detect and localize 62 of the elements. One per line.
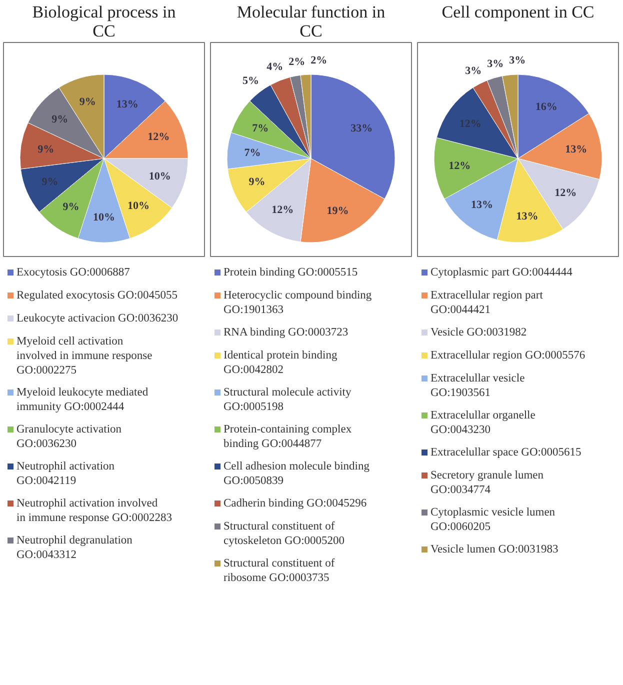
legend-label: Granulocyte activation GO:0036230	[16, 424, 122, 450]
data-label: 33%	[350, 122, 373, 135]
data-label: 3%	[487, 58, 504, 70]
data-label: 13%	[516, 210, 538, 223]
legend-label: Structural constituent of ribosome GO:0003735	[224, 558, 335, 584]
data-label: 3%	[465, 64, 482, 77]
data-label: 13%	[116, 98, 138, 111]
data-label: 7%	[252, 122, 269, 135]
legend-label: Extracelullar vesicle GO:1903561	[430, 372, 525, 399]
data-label: 19%	[326, 204, 349, 217]
legend-label: Vesicle GO:0031982	[430, 326, 527, 338]
legend-label: Cytoplasmic part GO:0044444	[430, 266, 573, 278]
data-label: 13%	[565, 143, 588, 156]
data-label: 9%	[62, 201, 80, 214]
data-label: 3%	[509, 54, 526, 67]
data-label: 4%	[266, 61, 284, 74]
data-label: 9%	[79, 96, 96, 108]
data-label: 2%	[310, 54, 328, 66]
legend-label: Structural molecule activity GO:0005198	[224, 386, 352, 413]
legend-label: Protein binding GO:0005515	[224, 266, 358, 278]
legend-label: Neutrophil activation involved in immune response GO:0002283	[16, 498, 172, 524]
legend-label: Protein-containing complex binding GO:0044877	[224, 424, 352, 450]
data-label: 9%	[42, 176, 58, 188]
data-label: 9%	[52, 114, 68, 126]
legend-label: Vesicle lumen GO:0031983	[430, 544, 559, 556]
data-label: 9%	[248, 176, 266, 188]
legend-label: Regulated exocytosis GO:0045055	[16, 290, 178, 302]
legend-label: Extracelullar space GO:0005615	[430, 446, 582, 458]
data-label: 7%	[244, 146, 261, 159]
legend-label: Cell adhesion molecule binding GO:0050839	[224, 460, 370, 487]
legend-label: Neutrophil activation GO:0042119	[16, 460, 115, 487]
data-label: 12%	[448, 160, 471, 172]
chart-title: Molecular function in CC	[236, 2, 386, 40]
data-label: 12%	[148, 130, 170, 143]
legend-label: Cadherin binding GO:0045296	[224, 498, 367, 510]
data-label: 12%	[459, 118, 482, 130]
data-label: 16%	[535, 100, 558, 113]
chart-title: Cell component in CC	[442, 2, 594, 22]
legend-label: Extracelullar organelle GO:0043230	[430, 410, 536, 436]
legend-label: Cytoplasmic vesicle lumen GO:0060205	[430, 506, 556, 533]
legend-label: Extracellular region part GO:0044421	[430, 290, 544, 316]
legend-label: Heterocyclic compound binding GO:1901363	[224, 290, 372, 316]
legend-label: Secretory granule lumen GO:0034774	[430, 470, 544, 496]
legend-label: Exocytosis GO:0006887	[16, 266, 130, 278]
legend-label: Identical protein binding GO:0042802	[224, 350, 338, 376]
data-label: 12%	[272, 204, 294, 216]
data-label: 9%	[38, 143, 54, 156]
legend-label: Myeloid cell activation involved in immune response GO:0002275	[16, 336, 152, 376]
legend-label: Structural constituent of cytoskeleton GO:0005200	[224, 520, 345, 547]
legend-label: Myeloid leukocyte mediated immunity GO:0002444	[16, 386, 148, 413]
data-label: 10%	[93, 211, 115, 224]
data-label: 2%	[288, 56, 306, 68]
legend-label: Extracellular region GO:0005576	[430, 350, 586, 362]
data-label: 10%	[128, 200, 150, 212]
legend-label: Neutrophil degranulation GO:0043312	[16, 534, 133, 561]
legend-label: RNA binding GO:0003723	[224, 326, 348, 338]
data-label: 12%	[554, 187, 577, 200]
legend-label: Leukocyte activacion GO:0036230	[16, 312, 178, 324]
data-label: 10%	[148, 170, 171, 183]
data-label: 5%	[242, 74, 260, 87]
chart-title: Biological process in CC	[32, 2, 176, 40]
data-label: 13%	[470, 198, 493, 211]
